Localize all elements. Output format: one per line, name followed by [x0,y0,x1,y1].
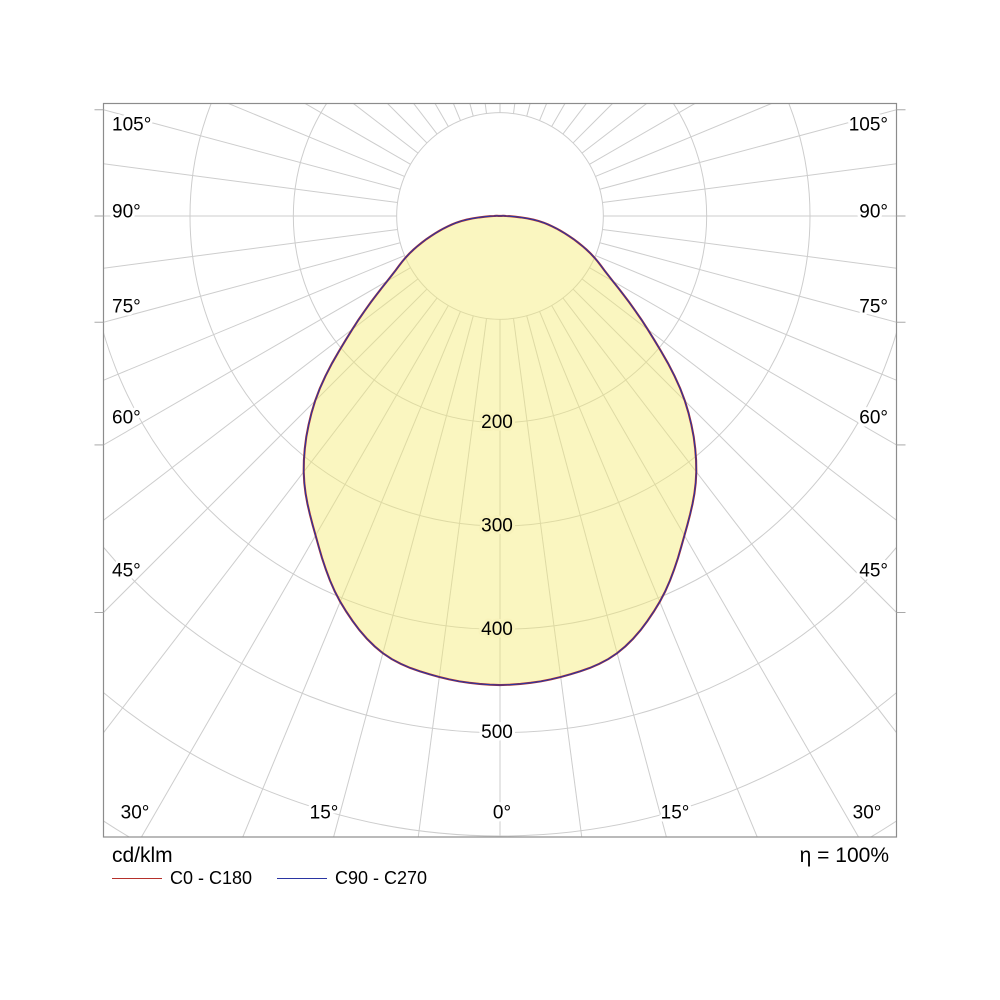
axis-ticks [94,109,906,613]
grid-spoke [417,318,488,837]
angle-label-right: 60° [859,408,888,429]
grid-spoke [599,109,897,190]
grid-spoke [140,305,449,837]
grid-spoke [386,103,428,144]
grid-spoke [434,103,449,127]
grid-spoke [526,315,667,837]
grid-spoke [103,255,405,381]
grid-spoke [333,315,474,837]
grid-spoke [352,103,419,154]
curve-c90-c270 [303,215,697,686]
intensity-lobe [302,214,698,687]
units-label: cd/klm [112,844,173,867]
angle-label-bottom: 30° [121,803,150,824]
intensity-lobe-fill [303,215,697,686]
angle-label-left: 60° [112,408,141,429]
grid-spoke [526,103,531,117]
grid-spoke [562,297,897,734]
angle-label-left: 45° [112,561,141,582]
grid-spoke [595,103,773,177]
grid-spoke [572,103,614,144]
grid-spoke [512,318,583,837]
grid-spoke [227,103,405,177]
ring-label: 300 [481,515,513,536]
angle-label-bottom: 15° [661,803,690,824]
grid-spoke [103,109,401,190]
angle-label-bottom: 0° [493,803,511,824]
grid-spoke [304,103,411,165]
angle-label-right: 45° [859,561,888,582]
grid-spoke [103,242,401,323]
grid-spoke [242,311,461,837]
ring-labels: 200 300 400 500 [478,409,516,746]
grid-spoke [103,228,398,269]
grid-spoke [103,288,428,614]
grid-spoke [539,103,548,121]
grid-spoke [469,103,474,117]
grid-spoke [572,288,897,614]
grid-spoke [551,103,566,127]
grid-spoke [581,103,648,154]
angle-label-left: 75° [112,297,141,318]
angle-labels: 105° 90° 75° 60° 45° 105° 90° 75° 60° 45° 30° 15° 0°… [109,112,891,827]
angle-label-right: 75° [859,297,888,318]
ring-label: 200 [481,412,513,433]
grid-spoke [103,278,419,521]
grid-spoke [581,278,897,521]
grid-spoke [589,267,897,446]
angle-label-right: 105° [849,115,888,136]
grid-spoke [589,103,696,165]
grid-spoke [602,228,897,269]
angle-label-left: 105° [112,115,151,136]
grid-spoke [484,103,488,114]
grid-spoke [562,103,587,135]
grid-spoke [413,103,438,135]
grid-spoke [602,163,897,204]
efficiency-label: η = 100% [799,844,889,867]
ring-label: 400 [481,619,513,640]
angle-label-bottom: 30° [853,803,882,824]
grid-spoke [551,305,860,837]
grid-spoke [595,255,897,381]
grid-spoke [103,163,398,204]
grid-spoke [539,311,758,837]
ring-label: 500 [481,722,513,743]
angle-label-bottom: 15° [310,803,339,824]
angle-label-left: 90° [112,202,141,223]
grid-spoke [452,103,461,121]
grid-spoke [103,297,438,734]
angle-label-right: 90° [859,202,888,223]
grid-spoke [103,267,411,446]
grid-spoke [512,103,516,114]
grid-spoke [599,242,897,323]
plot-border [102,102,898,838]
